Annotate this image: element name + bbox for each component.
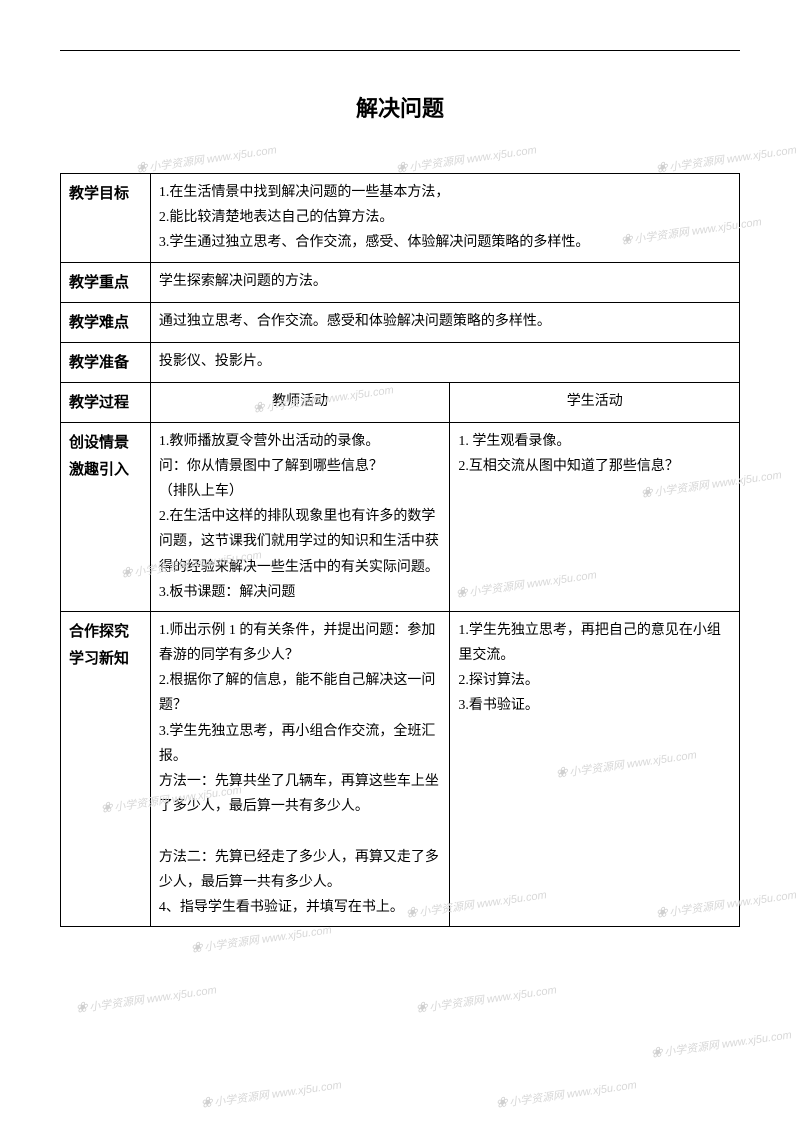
objective-row: 教学目标 1.在生活情景中找到解决问题的一些基本方法， 2.能比较清楚地表达自己… xyxy=(61,174,740,263)
difficulty-row: 教学难点 通过独立思考、合作交流。感受和体验解决问题策略的多样性。 xyxy=(61,302,740,342)
watermark: ❀小学资源网 www.xj5u.com xyxy=(415,980,558,1017)
preparation-label: 教学准备 xyxy=(61,342,151,382)
process-header-row: 教学过程 教师活动 学生活动 xyxy=(61,382,740,422)
objective-content: 1.在生活情景中找到解决问题的一些基本方法， 2.能比较清楚地表达自己的估算方法… xyxy=(150,174,739,263)
watermark: ❀小学资源网 www.xj5u.com xyxy=(75,980,218,1017)
difficulty-label: 教学难点 xyxy=(61,302,151,342)
lesson-plan-table: 教学目标 1.在生活情景中找到解决问题的一些基本方法， 2.能比较清楚地表达自己… xyxy=(60,173,740,927)
difficulty-content: 通过独立思考、合作交流。感受和体验解决问题策略的多样性。 xyxy=(150,302,739,342)
keypoint-label: 教学重点 xyxy=(61,262,151,302)
process-label: 教学过程 xyxy=(61,382,151,422)
preparation-content: 投影仪、投影片。 xyxy=(150,342,739,382)
top-divider xyxy=(60,50,740,51)
watermark: ❀小学资源网 www.xj5u.com xyxy=(495,1075,638,1112)
process-row-2: 合作探究学习新知 1.师出示例 1 的有关条件，并提出问题：参加春游的同学有多少… xyxy=(61,611,740,926)
preparation-row: 教学准备 投影仪、投影片。 xyxy=(61,342,740,382)
keypoint-row: 教学重点 学生探索解决问题的方法。 xyxy=(61,262,740,302)
process-row-1: 创设情景激趣引入 1.教师播放夏令营外出活动的录像。问：你从情景图中了解到哪些信… xyxy=(61,422,740,611)
objective-line-3: 3.学生通过独立思考、合作交流，感受、体验解决问题策略的多样性。 xyxy=(159,230,731,255)
objective-line-2: 2.能比较清楚地表达自己的估算方法。 xyxy=(159,205,731,230)
watermark: ❀小学资源网 www.xj5u.com xyxy=(655,140,798,177)
keypoint-content: 学生探索解决问题的方法。 xyxy=(150,262,739,302)
student-header: 学生活动 xyxy=(450,382,740,422)
watermark: ❀小学资源网 www.xj5u.com xyxy=(135,140,278,177)
process-row-1-teacher: 1.教师播放夏令营外出活动的录像。问：你从情景图中了解到哪些信息？（排队上车）2… xyxy=(150,422,450,611)
document-title: 解决问题 xyxy=(60,91,740,123)
objective-label: 教学目标 xyxy=(61,174,151,263)
process-row-2-label: 合作探究学习新知 xyxy=(61,611,151,926)
teacher-header: 教师活动 xyxy=(150,382,450,422)
process-row-1-label: 创设情景激趣引入 xyxy=(61,422,151,611)
watermark: ❀小学资源网 www.xj5u.com xyxy=(200,1075,343,1112)
watermark: ❀小学资源网 www.xj5u.com xyxy=(650,1025,793,1062)
process-row-1-student: 1. 学生观看录像。2.互相交流从图中知道了那些信息？ xyxy=(450,422,740,611)
watermark: ❀小学资源网 www.xj5u.com xyxy=(395,140,538,177)
process-row-2-student: 1.学生先独立思考，再把自己的意见在小组里交流。2.探讨算法。3.看书验证。 xyxy=(450,611,740,926)
process-row-2-teacher: 1.师出示例 1 的有关条件，并提出问题：参加春游的同学有多少人？2.根据你了解… xyxy=(150,611,450,926)
objective-line-1: 1.在生活情景中找到解决问题的一些基本方法， xyxy=(159,180,731,205)
